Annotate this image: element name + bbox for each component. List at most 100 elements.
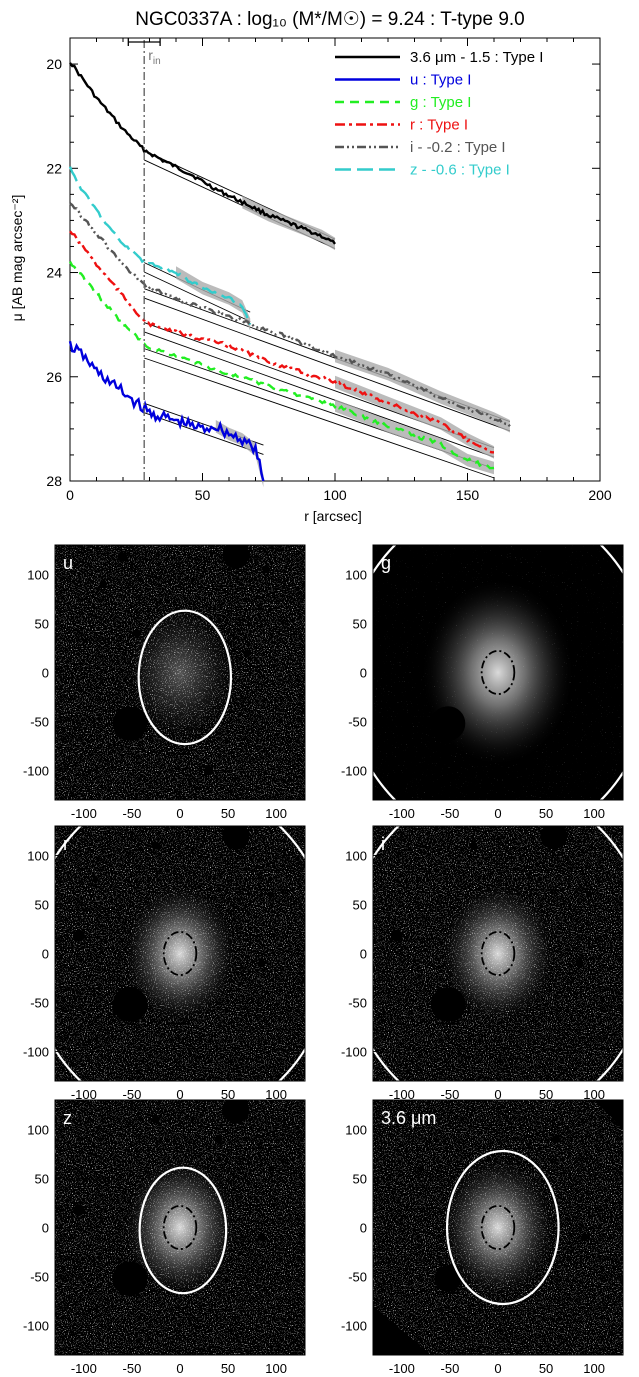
panel-y-tick-label: 100 <box>345 567 367 582</box>
legend-label: 3.6 μm - 1.5 : Type I <box>410 49 543 66</box>
panel-x-tick-label: 100 <box>265 1087 287 1102</box>
panel-x-tick-label: 100 <box>583 806 605 821</box>
series-3-fit-line <box>144 331 495 458</box>
mask-hole <box>430 706 466 741</box>
inner-ellipse <box>480 931 516 976</box>
series-3-line <box>69 230 494 454</box>
inner-ellipse <box>480 1205 516 1250</box>
image-panel-3: r -100 -50 0 50 100 100 50 0 -50 -100 <box>23 825 306 1102</box>
mask-hole <box>268 1165 275 1172</box>
band-label: r <box>63 834 69 854</box>
panel-y-tick-label: 50 <box>35 897 49 912</box>
x-tick-label: 0 <box>66 487 74 503</box>
series-3-error-band <box>335 375 494 459</box>
y-tick-label: 26 <box>46 369 62 385</box>
mask-hole <box>551 1135 560 1144</box>
panel-y-tick-label: 0 <box>42 1221 49 1236</box>
panel-x-tick-label: 100 <box>265 1361 287 1376</box>
panel-y-tick-label: 0 <box>42 947 49 962</box>
band-label: z <box>63 1108 72 1128</box>
mask-hole <box>243 649 252 657</box>
mask-hole <box>391 930 403 942</box>
panel-y-tick-label: -50 <box>30 715 49 730</box>
legend-label: r : Type I <box>410 117 468 134</box>
y-tick-label: 28 <box>46 473 62 489</box>
panel-x-tick-label: 100 <box>583 1087 605 1102</box>
panel-y-tick-label: 50 <box>353 1171 367 1186</box>
panel-x-tick-label: 0 <box>494 1361 501 1376</box>
panel-y-tick-label: 0 <box>42 666 49 681</box>
mask-hole <box>580 1233 589 1242</box>
series-5-line <box>68 166 252 326</box>
panel-y-tick-label: 100 <box>27 1122 49 1137</box>
panel-y-tick-label: -100 <box>341 1045 367 1060</box>
outer-ellipse <box>137 609 233 746</box>
x-tick-label: 150 <box>456 487 480 503</box>
mask-corner <box>594 1100 623 1130</box>
y-tick-label: 22 <box>46 160 62 176</box>
panel-x-tick-label: 50 <box>221 1087 235 1102</box>
y-tick-label: 24 <box>46 265 62 281</box>
panel-y-tick-label: 50 <box>353 897 367 912</box>
r-in-label: rin <box>148 47 160 67</box>
mask-hole <box>257 959 266 968</box>
band-label: 3.6 μm <box>381 1108 436 1128</box>
series-4-error-band <box>335 349 510 433</box>
panel-x-tick-label: 50 <box>539 1087 553 1102</box>
galaxy-glow <box>440 882 556 1025</box>
mask-hole <box>262 565 271 574</box>
mask-hole <box>112 1261 148 1296</box>
panel-y-tick-label: -100 <box>341 764 367 779</box>
panel-y-tick-label: 50 <box>35 1171 49 1186</box>
outer-ellipse <box>445 1149 560 1306</box>
x-axis-label: r [arcsec] <box>304 508 362 524</box>
legend-label: g : Type I <box>410 94 471 111</box>
series-1-fit-line <box>144 412 264 455</box>
panel-y-tick-label: -100 <box>23 764 49 779</box>
series-5-fit-line <box>144 271 251 322</box>
outer-ellipse <box>138 1166 228 1295</box>
mask-hole <box>73 930 85 942</box>
mask-hole <box>73 1204 85 1216</box>
panel-y-tick-label: -50 <box>30 1270 49 1285</box>
mask-hole <box>112 706 148 741</box>
mask-hole <box>222 1100 250 1124</box>
series-0-line <box>69 62 336 245</box>
galaxy-glow <box>122 882 238 1025</box>
panel-y-tick-label: 0 <box>360 666 367 681</box>
panel-x-tick-label: 50 <box>221 806 235 821</box>
inner-ellipse <box>480 650 516 695</box>
panel-x-tick-label: 0 <box>494 1087 501 1102</box>
series-2-fit-line <box>144 357 495 479</box>
profile-plot: 0 50 100 150 200 20 22 24 26 28 rin 3.6 μm - 1.5 … <box>9 37 612 524</box>
panel-y-tick-label: 50 <box>353 616 367 631</box>
mask-hole <box>586 891 593 898</box>
series-4-fit-line <box>144 297 511 432</box>
panel-x-tick-label: -50 <box>123 1087 142 1102</box>
band-label: g <box>381 553 391 573</box>
galaxy-glow <box>122 601 238 744</box>
legend-label: i - -0.2 : Type I <box>410 139 506 156</box>
mask-hole <box>430 987 466 1022</box>
mask-hole <box>418 1165 424 1172</box>
series-2-line <box>68 261 495 470</box>
series-4-line <box>69 202 511 428</box>
panel-y-tick-label: 0 <box>360 1221 367 1236</box>
mask-hole <box>222 545 250 569</box>
panel-y-tick-label: 100 <box>345 1122 367 1137</box>
mask-hole <box>112 987 148 1022</box>
mask-hole <box>152 841 160 850</box>
x-tick-label: 200 <box>588 487 612 503</box>
panel-x-tick-label: 50 <box>221 1361 235 1376</box>
panel-x-tick-label: -100 <box>389 1087 415 1102</box>
band-label: i <box>381 834 385 854</box>
mask-hole <box>214 1135 223 1144</box>
mask-hole <box>222 826 250 850</box>
mask-hole <box>575 959 584 968</box>
panel-y-tick-label: 100 <box>27 567 49 582</box>
mask-hole <box>152 1115 160 1124</box>
band-label: u <box>63 553 73 573</box>
mask-hole <box>117 551 128 562</box>
panel-x-tick-label: 100 <box>583 1361 605 1376</box>
panel-y-tick-label: -50 <box>348 1270 367 1285</box>
